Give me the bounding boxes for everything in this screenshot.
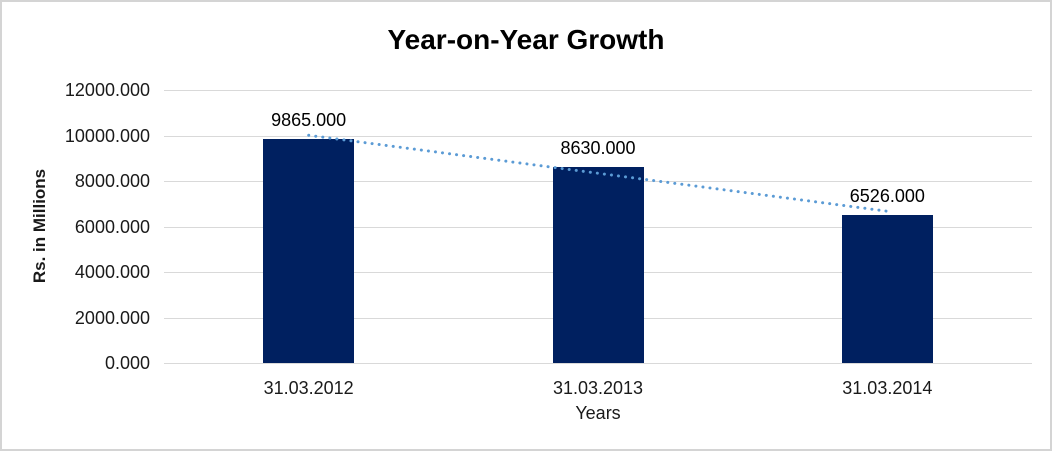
chart-title: Year-on-Year Growth bbox=[387, 24, 665, 55]
y-tick-label: 10000.000 bbox=[64, 125, 150, 146]
x-tick-label: 31.03.2013 bbox=[552, 378, 644, 398]
y-tick-label: 4000.000 bbox=[74, 262, 150, 282]
y-tick-label: 8000.000 bbox=[74, 171, 150, 191]
bar-value-label: 8630.000 bbox=[560, 137, 636, 158]
gridline bbox=[164, 363, 1032, 364]
gridline bbox=[164, 135, 1032, 137]
y-tick-label: 12000.000 bbox=[64, 80, 150, 100]
gridline bbox=[164, 90, 1032, 91]
x-axis-title: Years bbox=[575, 403, 621, 423]
y-tick-label: 2000.000 bbox=[74, 307, 150, 328]
plot-area: 0.000 2000.000 4000.000 6000.000 8000.000 100… bbox=[65, 80, 1032, 398]
x-tick-label: 31.03.2012 bbox=[263, 378, 354, 398]
trendline bbox=[307, 133, 889, 213]
y-tick-label: 6000.000 bbox=[74, 216, 150, 237]
y-tick-label: 0.000 bbox=[104, 353, 150, 373]
bar bbox=[552, 166, 644, 363]
bar bbox=[841, 214, 933, 363]
y-axis-title: Rs. in Millions bbox=[30, 168, 49, 284]
bar-value-label: 6526.000 bbox=[849, 185, 925, 206]
x-tick-label: 31.03.2014 bbox=[842, 378, 933, 398]
bar-value-label: 9865.000 bbox=[271, 109, 347, 130]
bar bbox=[263, 138, 355, 363]
